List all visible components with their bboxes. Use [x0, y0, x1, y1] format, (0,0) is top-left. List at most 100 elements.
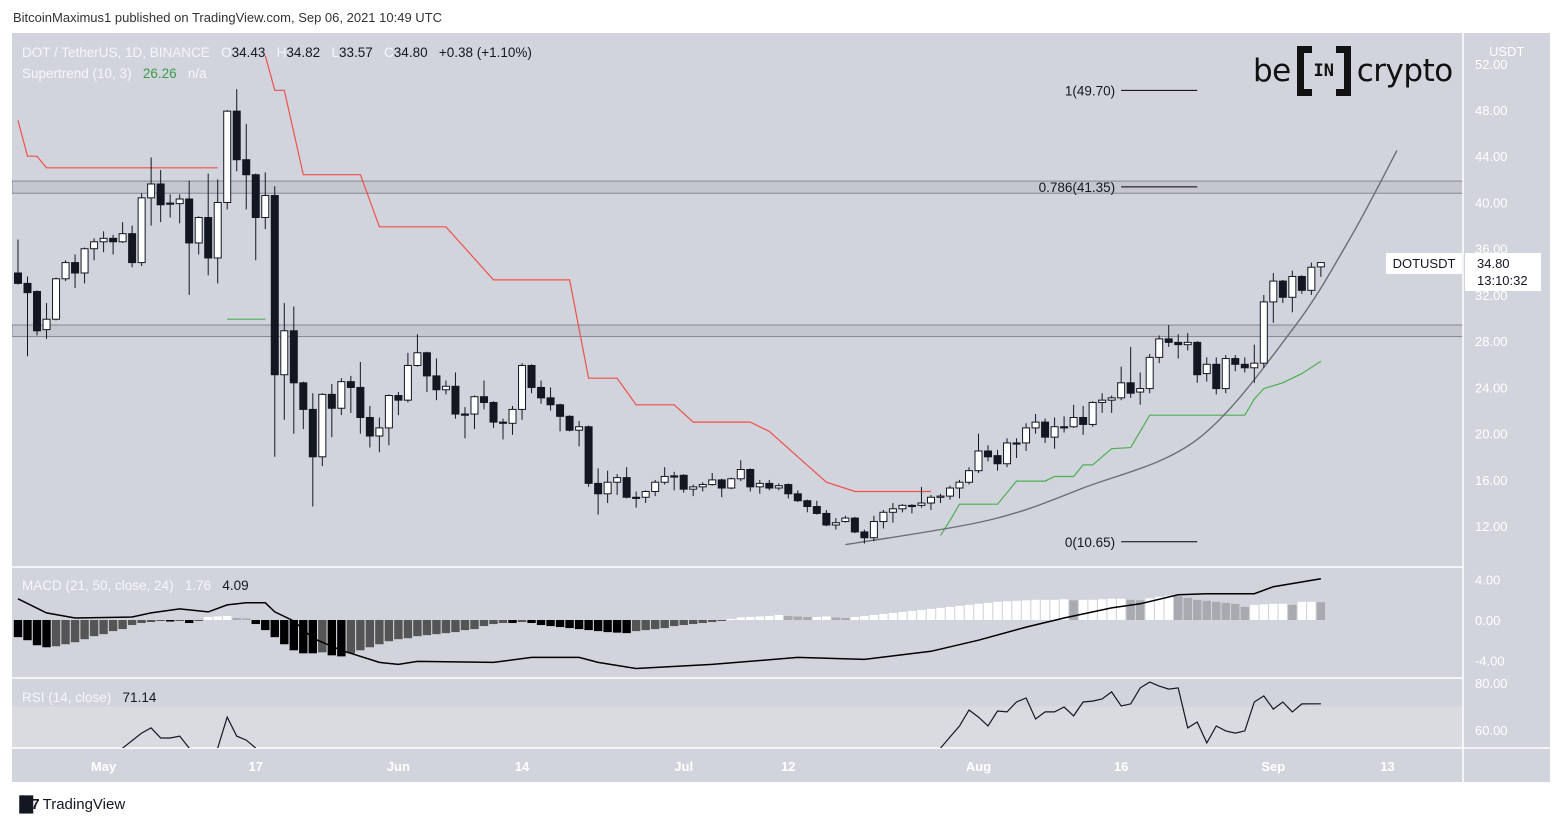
candle-body	[137, 197, 146, 264]
fib-retracement[interactable]: 1(49.70) 0.786(41.35) 0(10.65)	[1039, 83, 1198, 550]
candle-down	[717, 478, 726, 498]
candle-up	[898, 504, 907, 513]
candle-body	[651, 481, 660, 492]
candle-body	[232, 110, 241, 161]
macd-histogram-bar	[546, 620, 555, 627]
macd-histogram-bar	[841, 617, 850, 620]
candle-body	[318, 393, 327, 458]
supertrend-legend[interactable]: Supertrend (10, 3) 26.26 n/a	[22, 66, 207, 81]
tradingview-footer[interactable]: ▐█7 TradingView	[14, 796, 125, 813]
pane-separators[interactable]	[12, 33, 1550, 782]
rsi-legend[interactable]: RSI (14, close) 71.14	[22, 690, 156, 705]
candle-up	[774, 483, 783, 491]
candle-up	[375, 417, 384, 453]
candle-down	[1126, 346, 1135, 398]
macd-histogram-bar	[888, 612, 898, 620]
time-axis-tick: 14	[515, 759, 530, 774]
rsi-axis-tick: 60.00	[1475, 723, 1508, 738]
candle-body	[660, 475, 669, 483]
candle-up	[175, 194, 184, 224]
candle-body	[603, 481, 612, 495]
axes[interactable]: 52.00 48.00 44.00 40.00 36.00 32.00 28.00 24.00…	[91, 44, 1525, 774]
candle-body	[194, 217, 203, 244]
candle-body	[251, 174, 260, 219]
candle-body	[698, 484, 707, 488]
macd-histogram-bar	[1031, 599, 1040, 620]
candle-body	[736, 469, 745, 480]
candle-body	[499, 421, 508, 424]
symbol-title[interactable]: DOT / TetherUS, 1D, BINANCE	[22, 45, 210, 60]
rsi-line	[122, 727, 190, 748]
time-axis-tick: Sep	[1261, 759, 1285, 774]
candle-body	[175, 198, 184, 205]
macd-histogram-bar	[223, 615, 232, 620]
macd-histogram-bar	[1269, 603, 1278, 620]
macd-histogram-bar	[403, 620, 413, 639]
supertrend-down-line	[264, 55, 931, 493]
candle-body	[166, 202, 175, 205]
macd-histogram-bar	[498, 620, 508, 624]
macd-histogram-bar	[1002, 601, 1012, 620]
logo-crypto: crypto	[1356, 53, 1453, 89]
candle-body	[1041, 421, 1050, 438]
candle-body	[784, 484, 793, 495]
candle-body	[337, 381, 346, 409]
candle-body	[1316, 262, 1325, 268]
candle-up	[727, 477, 736, 490]
macd-histogram-bar	[356, 620, 365, 651]
price-axis-tick: 28.00	[1475, 334, 1508, 349]
last-price-label: 34.80 13:10:32	[1465, 253, 1541, 291]
candle-body	[1050, 426, 1059, 438]
parabolic-curve[interactable]	[845, 150, 1398, 546]
candle-up	[936, 493, 945, 504]
macd-histogram-bar	[1107, 598, 1116, 620]
candle-up	[888, 503, 897, 523]
macd-histogram-bar	[536, 620, 546, 626]
curve-drawing[interactable]	[845, 150, 1398, 546]
macd-histogram-bar	[660, 620, 669, 629]
macd-histogram-bar	[289, 620, 298, 651]
candle-up	[318, 393, 327, 467]
candle-body	[575, 426, 584, 431]
candle-body	[451, 385, 460, 415]
macd-histogram-bar	[955, 605, 964, 620]
macd-hist-value: 1.76	[184, 578, 212, 593]
candle-body	[670, 475, 679, 478]
macd-histogram-bar	[1259, 604, 1269, 620]
macd-histogram-bar	[441, 620, 451, 634]
macd-histogram-bar	[32, 620, 42, 646]
candle-down	[251, 173, 260, 261]
chart-frame[interactable]	[12, 33, 1550, 782]
candle-down	[156, 170, 165, 223]
candle-body	[280, 330, 289, 376]
fib-level-label: 1(49.70)	[1065, 83, 1115, 98]
candle-down	[594, 468, 603, 515]
candle-down	[204, 173, 213, 276]
candle-up	[1250, 344, 1259, 383]
candle-up	[194, 216, 203, 255]
macd-histogram-bar	[964, 604, 974, 620]
macd-histogram-bar	[365, 620, 375, 648]
last-price: 34.80	[1477, 256, 1510, 271]
macd-legend[interactable]: MACD (21, 50, close, 24) 1.76 4.09	[22, 578, 249, 593]
macd-line	[17, 577, 1322, 670]
horizontal-zones[interactable]	[12, 180, 1463, 338]
rsi-label: RSI (14, close)	[22, 690, 112, 705]
candle-up	[1145, 353, 1154, 394]
macd-histogram-bar	[318, 620, 327, 653]
horizontal-zone[interactable]	[12, 324, 1463, 338]
rsi-band	[12, 706, 1463, 748]
horizontal-zone[interactable]	[12, 180, 1463, 194]
macd-histogram-bar	[489, 620, 498, 625]
macd-histogram-bar	[1078, 599, 1088, 620]
macd-histogram-bar	[907, 610, 917, 620]
candle-body	[327, 393, 336, 409]
candle-body	[14, 272, 22, 284]
price-axis-unit: USDT	[1489, 44, 1524, 59]
candle-body	[489, 401, 498, 423]
macd-histogram-bar	[394, 620, 403, 640]
candle-body	[42, 318, 51, 331]
candle-body	[413, 352, 422, 366]
candle-body	[1031, 421, 1040, 429]
